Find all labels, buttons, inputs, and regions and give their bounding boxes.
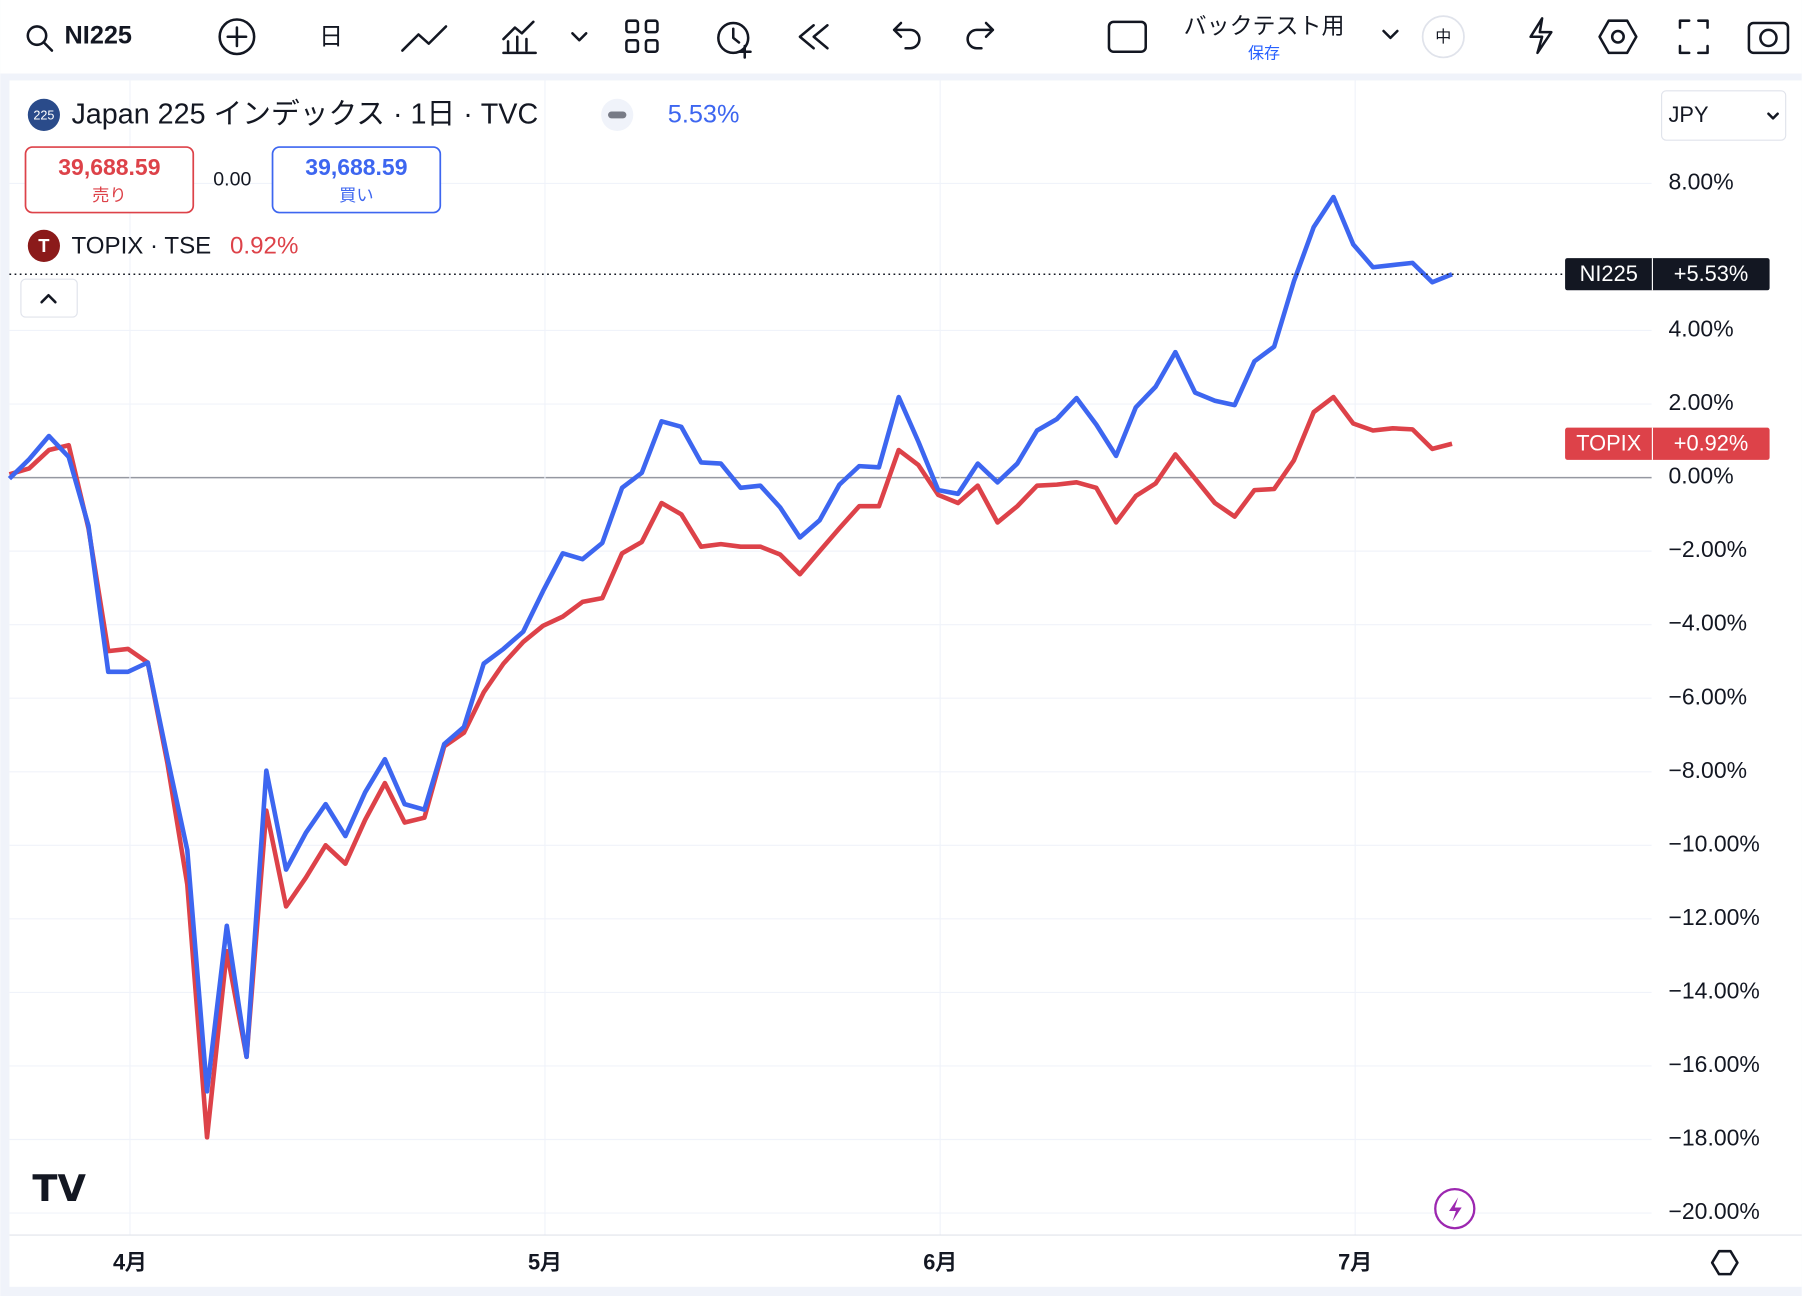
y-tick-label: −4.00%: [1668, 610, 1747, 636]
currency-select[interactable]: [1661, 90, 1787, 141]
sell-price: 39,688.59: [58, 154, 160, 180]
buy-label: 買い: [339, 185, 373, 205]
x-tick-label: 7月: [1338, 1250, 1372, 1275]
snapshot[interactable]: [1747, 21, 1790, 55]
add-symbol[interactable]: [218, 18, 256, 56]
fullscreen[interactable]: [1678, 19, 1709, 55]
compare-logo-text: T: [38, 235, 50, 256]
lightning-icon: [1449, 1197, 1462, 1222]
legend-title[interactable]: Japan 225 インデックス · 1日 · TVC: [71, 99, 538, 131]
y-tick-label: −14.00%: [1668, 977, 1759, 1003]
currency: JPY: [1668, 102, 1708, 127]
legend-change: 5.53%: [668, 101, 740, 129]
axis-settings[interactable]: [1710, 1249, 1739, 1276]
layout-icon: [625, 38, 640, 53]
hide-icon: [608, 111, 627, 119]
y-tick-label: −16.00%: [1668, 1051, 1759, 1077]
sell-label: 売り: [92, 185, 126, 205]
compare-title[interactable]: TOPIX · TSE: [71, 232, 211, 259]
redo[interactable]: [966, 21, 995, 50]
indicators-menu[interactable]: [571, 32, 588, 42]
y-tick-label: −10.00%: [1668, 830, 1759, 856]
badge-circle[interactable]: [1421, 15, 1465, 59]
interval[interactable]: 日: [319, 23, 343, 50]
y-tick-label: −2.00%: [1668, 536, 1747, 562]
quick-search[interactable]: [1529, 17, 1553, 55]
layout-icon: [644, 38, 659, 53]
layout-menu[interactable]: [1382, 29, 1399, 40]
x-tick-label: 6月: [923, 1250, 957, 1275]
y-tick-label: −18.00%: [1668, 1125, 1759, 1151]
settings-dot: [1610, 29, 1625, 44]
y-tick-label: 2.00%: [1668, 389, 1733, 415]
plot: −20.00% −18.00% −16.00% −14.00% −12.00% −10.0…: [7, 80, 1802, 1275]
collapse-legend[interactable]: [20, 278, 78, 318]
add-symbol-plus: [226, 26, 248, 48]
badge: 中: [1435, 28, 1451, 46]
y-tick-label: −8.00%: [1668, 757, 1747, 783]
spread: 0.00: [213, 169, 251, 191]
buy-price: 39,688.59: [305, 154, 407, 180]
search-icon-handle: [42, 41, 54, 52]
series-line: [7, 194, 1453, 1094]
y-tick-label: 0.00%: [1668, 463, 1733, 489]
alert-plus: [731, 27, 752, 59]
collapse-icon: [40, 294, 57, 304]
settings[interactable]: [1598, 19, 1638, 55]
replay[interactable]: [798, 24, 829, 50]
compare-logo: [27, 229, 60, 262]
price-tag-name: TOPIX: [1576, 431, 1642, 456]
layout-icon[interactable]: [625, 19, 640, 34]
y-tick-label: 8.00%: [1668, 168, 1733, 194]
layout-save[interactable]: 保存: [1248, 44, 1280, 62]
price-tag: [1565, 258, 1770, 291]
y-tick-label: −20.00%: [1668, 1198, 1759, 1224]
compare-change: 0.92%: [230, 232, 298, 259]
tv-logo: 𝗧𝗩: [32, 1168, 86, 1209]
layout-name[interactable]: バックテスト用: [1184, 13, 1345, 39]
symbol[interactable]: NI225: [65, 21, 132, 49]
currency-arrow: [1767, 112, 1779, 120]
y-tick-label: 4.00%: [1668, 316, 1733, 342]
search-icon[interactable]: [26, 25, 48, 47]
price-tag-name: NI225: [1580, 261, 1638, 286]
sell-button[interactable]: [24, 146, 195, 214]
alert[interactable]: [717, 21, 750, 55]
undo[interactable]: [892, 21, 921, 50]
price-tag-value: +0.92%: [1674, 431, 1749, 456]
symbol-logo: [27, 98, 60, 131]
buy-button[interactable]: [271, 146, 442, 214]
layout-icon: [644, 19, 659, 34]
snapshot-lens: [1759, 28, 1778, 48]
y-tick-label: −12.00%: [1668, 904, 1759, 930]
chart-pane: [9, 80, 1802, 1287]
y-tick-label: −6.00%: [1668, 683, 1747, 709]
x-tick-label: 5月: [528, 1250, 562, 1275]
symbol-logo-text: 225: [33, 108, 54, 122]
price-tag: [1565, 427, 1770, 460]
indicators[interactable]: [502, 20, 537, 55]
layout-box[interactable]: [1107, 20, 1147, 53]
price-tag-value: +5.53%: [1674, 261, 1749, 286]
chart-type[interactable]: [401, 25, 448, 52]
x-tick-label: 4月: [113, 1250, 147, 1275]
